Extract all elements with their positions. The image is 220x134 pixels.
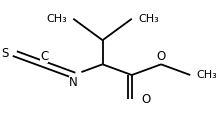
Text: O: O [156,50,166,64]
Text: CH₃: CH₃ [46,14,67,24]
Text: CH₃: CH₃ [196,70,217,80]
Text: N: N [69,76,78,89]
Text: CH₃: CH₃ [138,14,159,24]
Text: O: O [141,93,150,106]
Text: C: C [40,50,48,64]
Text: S: S [1,47,9,60]
